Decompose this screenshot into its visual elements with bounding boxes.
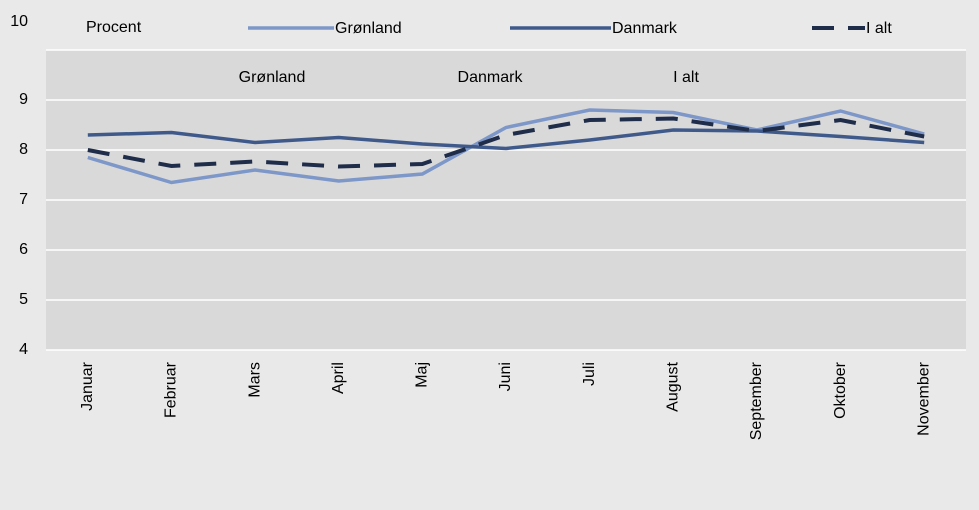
x-tick-label: Juli <box>581 362 598 386</box>
y-axis-label: Procent <box>86 19 142 36</box>
annotation: Danmark <box>458 69 524 86</box>
x-tick-label: November <box>915 361 932 435</box>
legend-label: I alt <box>866 20 892 37</box>
y-tick-label: 7 <box>19 191 28 208</box>
x-tick-label: Januar <box>79 361 96 411</box>
x-tick-label: August <box>664 361 681 411</box>
legend-label: Danmark <box>612 20 678 37</box>
y-tick-label: 8 <box>19 141 28 158</box>
y-tick-label: 4 <box>19 341 28 358</box>
x-tick-label: September <box>748 361 765 440</box>
y-tick-label: 10 <box>10 13 28 30</box>
x-tick-label: Oktober <box>832 361 849 419</box>
y-tick-label: 6 <box>19 241 28 258</box>
y-tick-label: 9 <box>19 91 28 108</box>
x-tick-label: Mars <box>246 362 263 398</box>
x-tick-label: April <box>330 362 347 394</box>
annotation: I alt <box>673 69 699 86</box>
series-line <box>87 128 925 151</box>
series-line <box>87 108 925 185</box>
x-tick-label: Maj <box>414 362 431 388</box>
legend-label: Grønland <box>335 20 402 37</box>
x-tick-label: Februar <box>163 361 180 418</box>
x-tick-label: Juni <box>497 362 514 391</box>
annotation: Grønland <box>239 69 306 86</box>
y-tick-label: 5 <box>19 291 28 308</box>
